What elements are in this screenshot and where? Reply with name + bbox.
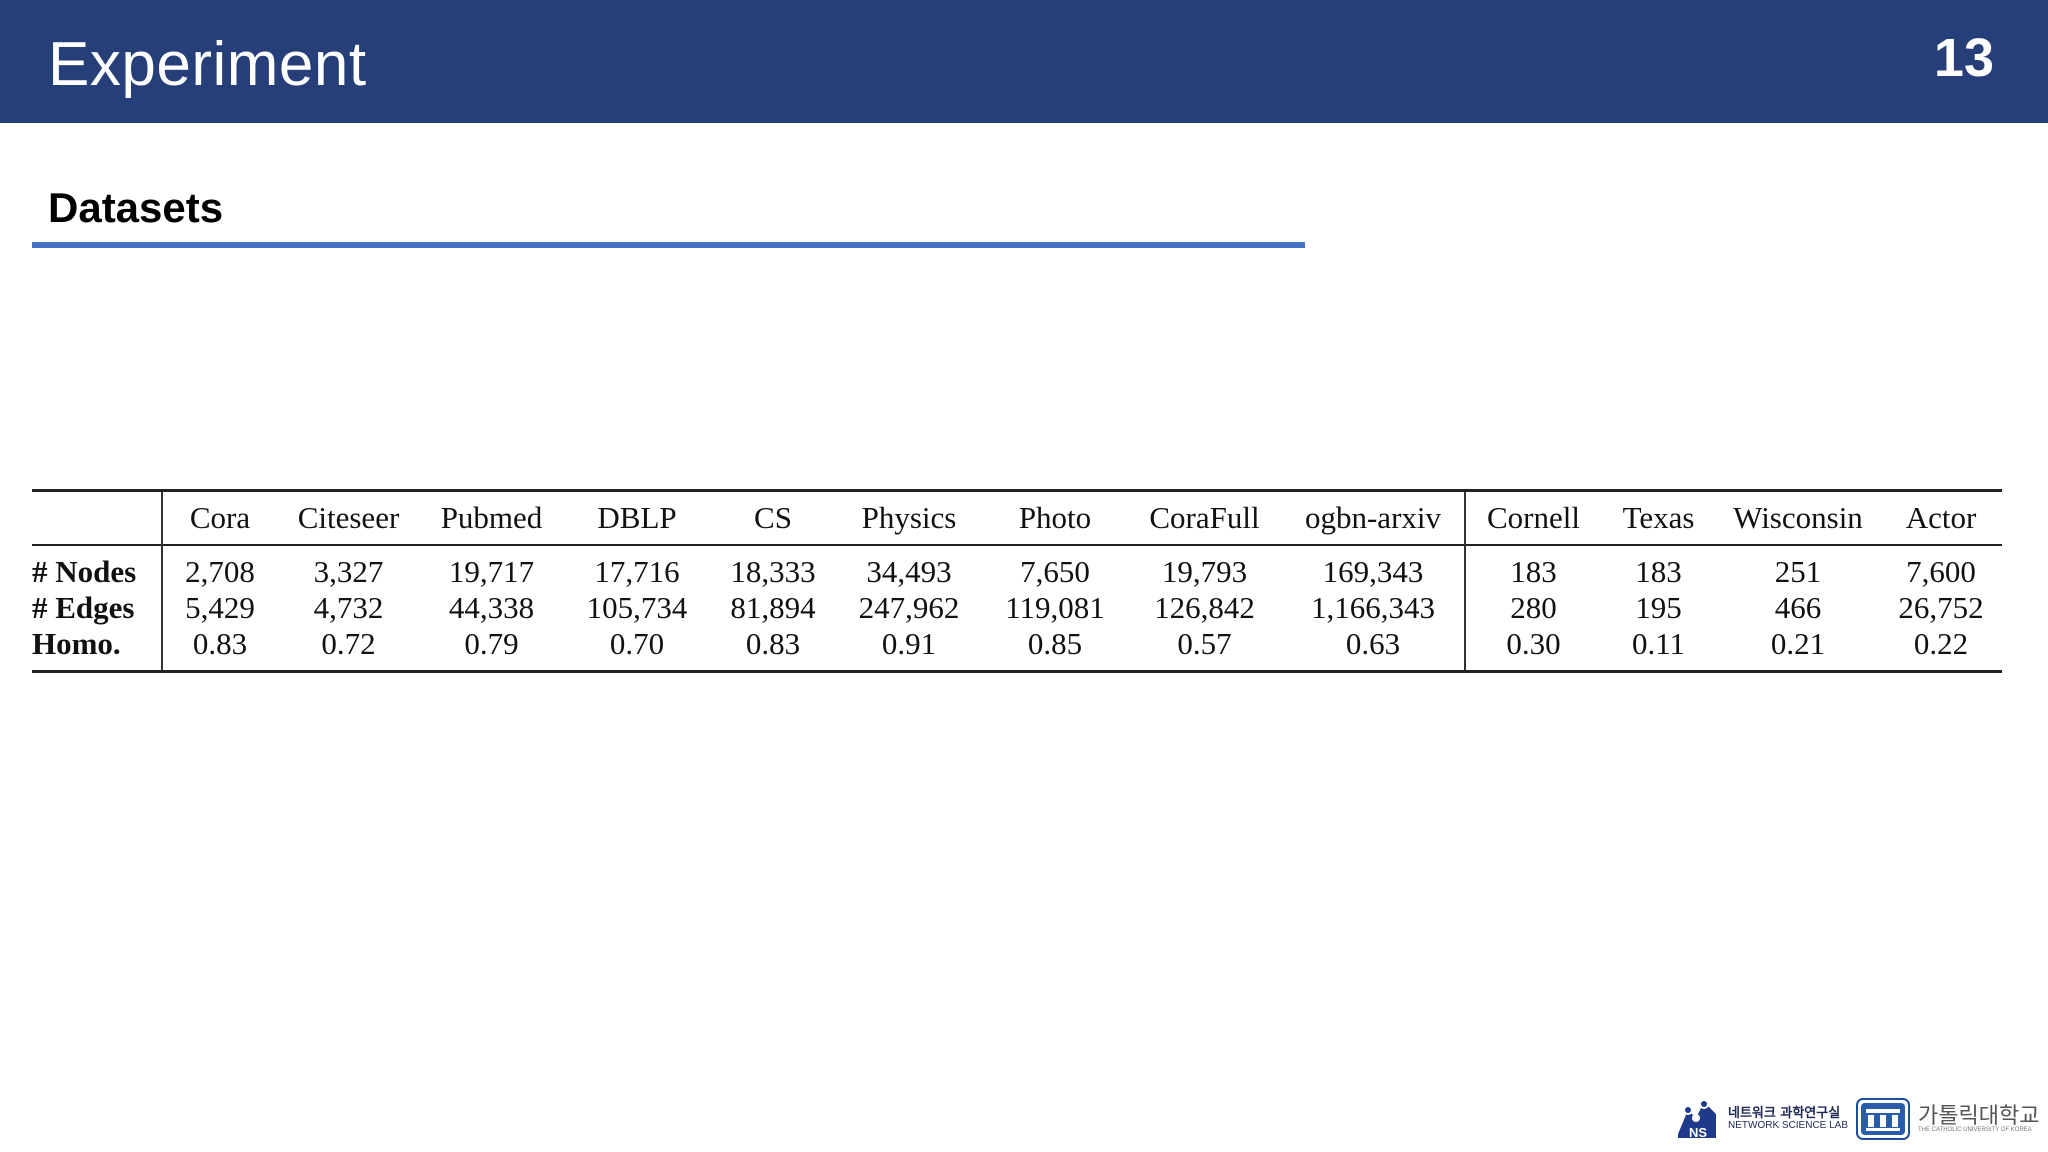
table-cell: 169,343 bbox=[1282, 545, 1466, 590]
network-science-lab-logo-icon: NS bbox=[1678, 1099, 1716, 1140]
table-cell: 3,327 bbox=[313, 554, 384, 589]
column-header-actor: Actor bbox=[1905, 500, 1977, 535]
table-cell: 0.63 bbox=[1282, 626, 1466, 672]
row-label-nodes: # Nodes bbox=[32, 545, 163, 590]
table-cell: 0.72 bbox=[321, 626, 376, 661]
table-cell: 280 bbox=[1510, 590, 1557, 625]
table-cell: 466 bbox=[1774, 590, 1822, 625]
dataset-table-container: Cora Citeseer Pubmed DBLP CS Physics Pho… bbox=[32, 489, 2002, 673]
lab-name-english: NETWORK SCIENCE LAB bbox=[1728, 1120, 1849, 1131]
column-header-physics: Physics bbox=[861, 500, 957, 535]
university-name-english: THE CATHOLIC UNIVERSITY OF KOREA bbox=[1918, 1127, 2032, 1133]
column-header-citeseer: Citeseer bbox=[297, 500, 400, 535]
row-label-edges: # Edges bbox=[32, 590, 163, 626]
table-cell: 4,732 bbox=[313, 590, 384, 625]
table-cell: 0.57 bbox=[1177, 626, 1232, 661]
table-cell: 183 bbox=[1635, 554, 1682, 589]
column-header-ogbn-arxiv: ogbn-arxiv bbox=[1282, 490, 1466, 545]
table-cell: 18,333 bbox=[730, 554, 816, 589]
table-cell: 195 bbox=[1635, 590, 1682, 625]
table-cell: 0.83 bbox=[745, 626, 801, 661]
column-header-texas: Texas bbox=[1622, 500, 1695, 535]
table-cell: 81,894 bbox=[730, 590, 816, 625]
table-row-homophily: Homo. 0.83 0.72 0.79 0.70 0.83 0.91 0.85… bbox=[32, 626, 2002, 672]
column-header-cornell: Cornell bbox=[1487, 500, 1580, 535]
table-cell: 0.83 bbox=[192, 626, 248, 661]
table-cell: 34,493 bbox=[866, 554, 952, 589]
slide-number: 13 bbox=[1933, 28, 1994, 88]
column-header-corafull: CoraFull bbox=[1149, 500, 1260, 535]
table-cell: 5,429 bbox=[185, 590, 255, 625]
column-header-cs: CS bbox=[754, 500, 792, 535]
lab-name-korean: 네트워크 과학연구실 bbox=[1728, 1106, 1841, 1121]
table-cell: 247,962 bbox=[858, 590, 960, 625]
table-cell: 17,716 bbox=[594, 554, 680, 589]
slide-title: Experiment bbox=[48, 30, 367, 99]
lab-logo-letters: NS bbox=[1689, 1125, 1707, 1140]
dataset-statistics-table: Cora Citeseer Pubmed DBLP CS Physics Pho… bbox=[32, 489, 2002, 673]
table-cell: 126,842 bbox=[1154, 590, 1255, 625]
table-cell: 183 bbox=[1510, 554, 1557, 589]
table-cell: 0.79 bbox=[464, 626, 519, 661]
section-heading: Datasets bbox=[48, 184, 224, 231]
table-cell: 105,734 bbox=[586, 590, 688, 625]
table-cell: 0.22 bbox=[1913, 626, 1969, 661]
table-header-row: Cora Citeseer Pubmed DBLP CS Physics Pho… bbox=[32, 490, 2002, 545]
table-row-edges: # Edges 5,429 4,732 44,338 105,734 81,89… bbox=[32, 590, 2002, 626]
table-cell: 0.30 bbox=[1506, 626, 1561, 661]
column-header-cora: Cora bbox=[189, 500, 251, 535]
table-row-nodes: # Nodes 2,708 3,327 19,717 17,716 18,333… bbox=[32, 545, 2002, 590]
column-header-photo: Photo bbox=[1018, 500, 1092, 535]
table-cell: 0.11 bbox=[1631, 626, 1686, 661]
header-corner-cell bbox=[32, 490, 163, 545]
column-header-wisconsin: Wisconsin bbox=[1733, 500, 1863, 535]
table-cell: 119,081 bbox=[1005, 590, 1105, 625]
table-cell: 7,650 bbox=[1020, 554, 1090, 589]
table-cell: 0.70 bbox=[609, 626, 665, 661]
table-cell: 0.91 bbox=[881, 626, 937, 661]
table-cell: 0.85 bbox=[1027, 626, 1083, 661]
column-header-dblp: DBLP bbox=[597, 500, 677, 535]
table-cell: 19,717 bbox=[448, 554, 535, 589]
table-cell: 2,708 bbox=[185, 554, 255, 589]
section-underline bbox=[32, 242, 1305, 248]
table-cell: 26,752 bbox=[1898, 590, 1984, 625]
table-cell: 7,600 bbox=[1906, 554, 1976, 589]
catholic-university-emblem-icon bbox=[1856, 1098, 1910, 1140]
table-cell: 251 bbox=[1774, 554, 1822, 589]
footer-logos: NS 네트워크 과학연구실 NETWORK SCIENCE LAB 가톨릭대학교… bbox=[1674, 1096, 2040, 1142]
university-name-korean: 가톨릭대학교 bbox=[1918, 1104, 2040, 1129]
column-header-pubmed: Pubmed bbox=[440, 500, 543, 535]
table-cell: 44,338 bbox=[448, 590, 535, 625]
table-cell: 19,793 bbox=[1161, 554, 1248, 589]
table-cell: 1,166,343 bbox=[1282, 590, 1466, 626]
row-label-homophily: Homo. bbox=[32, 626, 163, 672]
table-cell: 0.21 bbox=[1770, 626, 1826, 661]
header-bar: Experiment 13 bbox=[0, 0, 2048, 123]
